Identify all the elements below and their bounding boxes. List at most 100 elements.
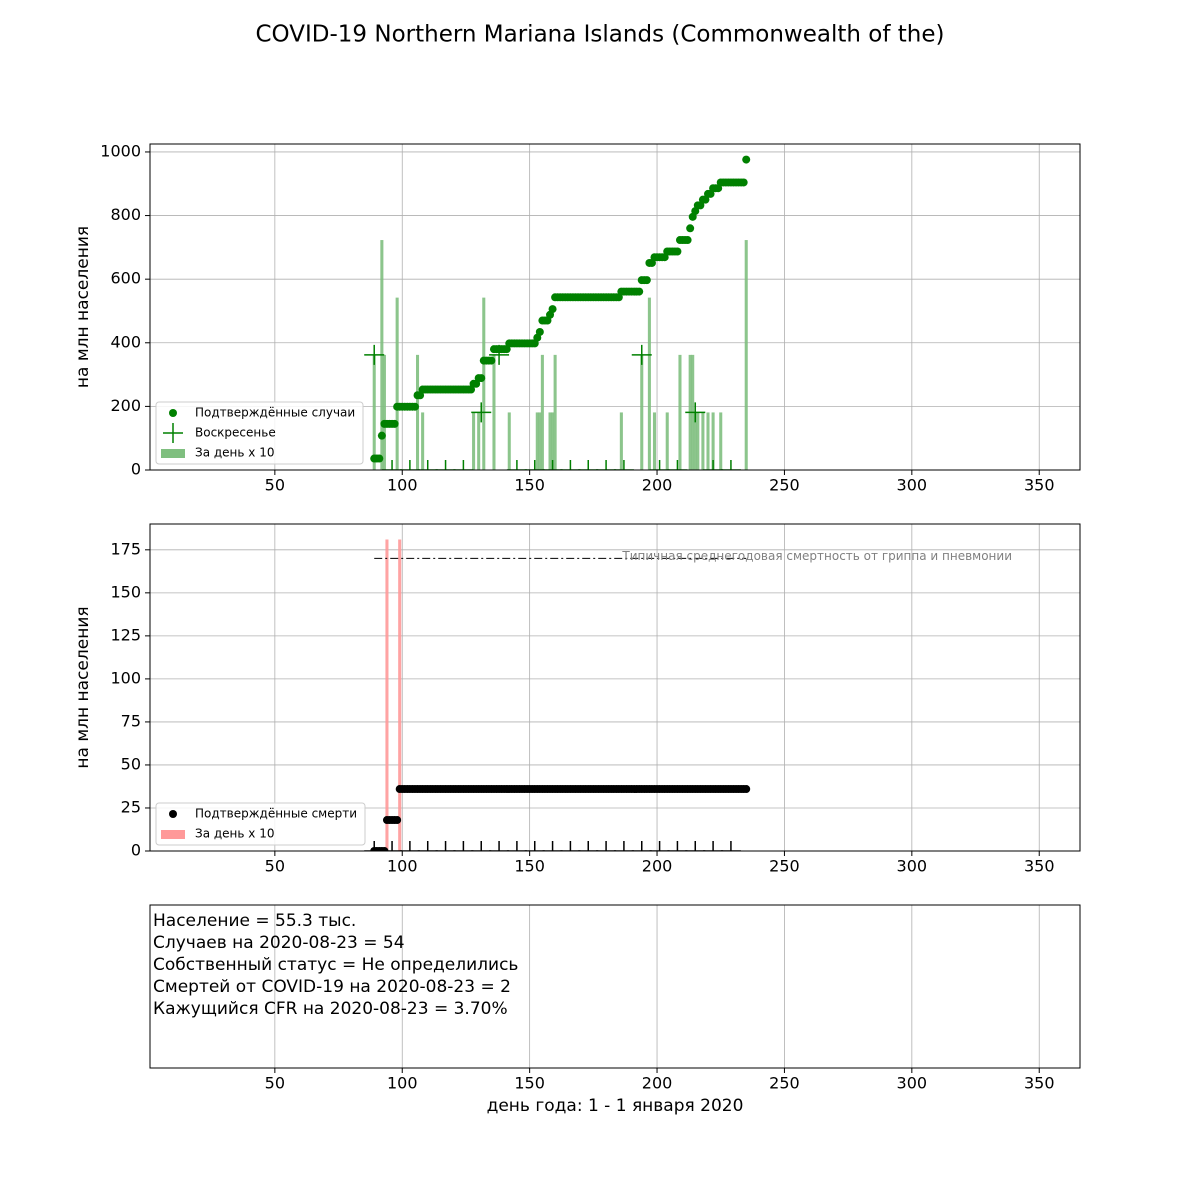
sunday-marker (364, 344, 385, 365)
data-point (742, 155, 751, 164)
data-point (380, 847, 389, 851)
sunday-marker (524, 460, 545, 470)
daily-bar (706, 412, 710, 470)
legend-marker (169, 409, 177, 417)
data-point (635, 287, 644, 296)
daily-bar (719, 412, 723, 470)
daily-bar (421, 412, 425, 470)
axes-frame (149, 904, 1081, 1069)
daily-bar (382, 354, 386, 470)
daily-bar (385, 539, 389, 851)
sunday-marker (542, 841, 563, 851)
y-tick-label: 100 (110, 668, 141, 687)
data-point (673, 247, 682, 256)
reference-label: Типичная среднегодовая смертность от гри… (621, 549, 1012, 563)
sunday-marker (720, 841, 741, 851)
daily-bar (693, 412, 697, 470)
x-tick-label: 250 (769, 857, 800, 876)
legend-label: Подтверждённые случаи (195, 406, 355, 420)
data-point (683, 236, 692, 245)
x-tick-label: 350 (1024, 1074, 1055, 1093)
sunday-marker (542, 460, 563, 470)
y-tick-label: 400 (110, 332, 141, 351)
data-point (375, 454, 384, 463)
info-line: Кажущийся CFR на 2020-08-23 = 3.70% (153, 999, 508, 1019)
data-point (739, 178, 748, 187)
daily-bar (472, 412, 476, 470)
daily-bar (553, 354, 557, 470)
x-tick-label: 250 (769, 476, 800, 495)
daily-bar (652, 412, 657, 470)
daily-bar (711, 412, 715, 470)
data-point (742, 785, 751, 794)
sunday-marker (417, 841, 438, 851)
info-line: Смертей от COVID-19 на 2020-08-23 = 2 (153, 977, 511, 997)
x-axis-label: день года: 1 - 1 января 2020 (487, 1096, 744, 1116)
sunday-marker (453, 460, 474, 470)
legend-box (155, 401, 364, 465)
daily-bar (492, 354, 496, 470)
daily-bar (647, 297, 651, 470)
data-point (390, 419, 399, 428)
y-tick-label: 50 (121, 754, 141, 773)
figure-title: COVID-19 Northern Mariana Islands (Commo… (256, 22, 945, 48)
daily-bar (551, 412, 555, 470)
daily-bar (535, 412, 539, 470)
sunday-marker (667, 460, 688, 470)
sunday-marker (506, 841, 527, 851)
sunday-marker (435, 841, 456, 851)
y-tick-label: 0 (131, 841, 141, 860)
sunday-marker (578, 841, 599, 851)
x-tick-label: 200 (642, 1074, 673, 1093)
legend-marker (169, 810, 177, 818)
data-point (535, 327, 544, 336)
x-tick-label: 300 (897, 476, 928, 495)
data-point (487, 356, 496, 365)
sunday-marker (364, 841, 385, 851)
y-tick-label: 0 (131, 460, 141, 479)
x-tick-label: 150 (514, 476, 545, 495)
data-point (548, 305, 557, 314)
sunday-marker (560, 460, 581, 470)
sunday-marker (578, 460, 599, 470)
legend-label: За день x 10 (195, 446, 274, 460)
daily-bar (482, 297, 486, 470)
y-tick-label: 200 (110, 396, 141, 415)
daily-bar (398, 539, 402, 851)
x-tick-label: 200 (642, 476, 673, 495)
sunday-marker (471, 841, 492, 851)
data-point (377, 431, 386, 440)
x-tick-label: 150 (514, 1074, 545, 1093)
sunday-marker (417, 460, 438, 470)
sunday-marker (613, 841, 634, 851)
sunday-marker (399, 841, 420, 851)
sunday-marker (631, 344, 652, 365)
y-tick-label: 1000 (100, 141, 141, 160)
legend-marker (161, 449, 185, 458)
legend-label: Подтверждённые смерти (195, 807, 357, 821)
sunday-marker (596, 460, 617, 470)
sunday-marker (649, 841, 670, 851)
info-line: Собственный статус = Не определились (153, 955, 518, 975)
info-line: Население = 55.3 тыс. (153, 911, 356, 931)
y-tick-label: 75 (121, 711, 141, 730)
y-tick-label: 150 (110, 582, 141, 601)
x-tick-label: 150 (514, 857, 545, 876)
y-tick-label: 800 (110, 205, 141, 224)
legend-label: За день x 10 (195, 827, 274, 841)
sunday-marker (382, 841, 403, 851)
daily-bar (395, 297, 399, 470)
sunday-marker (613, 460, 634, 470)
legend-marker (163, 423, 183, 443)
x-tick-label: 100 (387, 857, 418, 876)
sunday-marker (720, 460, 741, 470)
legend-box (155, 802, 366, 846)
sunday-marker (506, 460, 527, 470)
daily-bar (640, 354, 644, 470)
sunday-marker (560, 841, 581, 851)
y-axis-label: на млн населения (73, 606, 93, 768)
y-tick-label: 175 (110, 539, 141, 558)
sunday-marker (685, 402, 706, 423)
daily-bar (507, 412, 511, 470)
